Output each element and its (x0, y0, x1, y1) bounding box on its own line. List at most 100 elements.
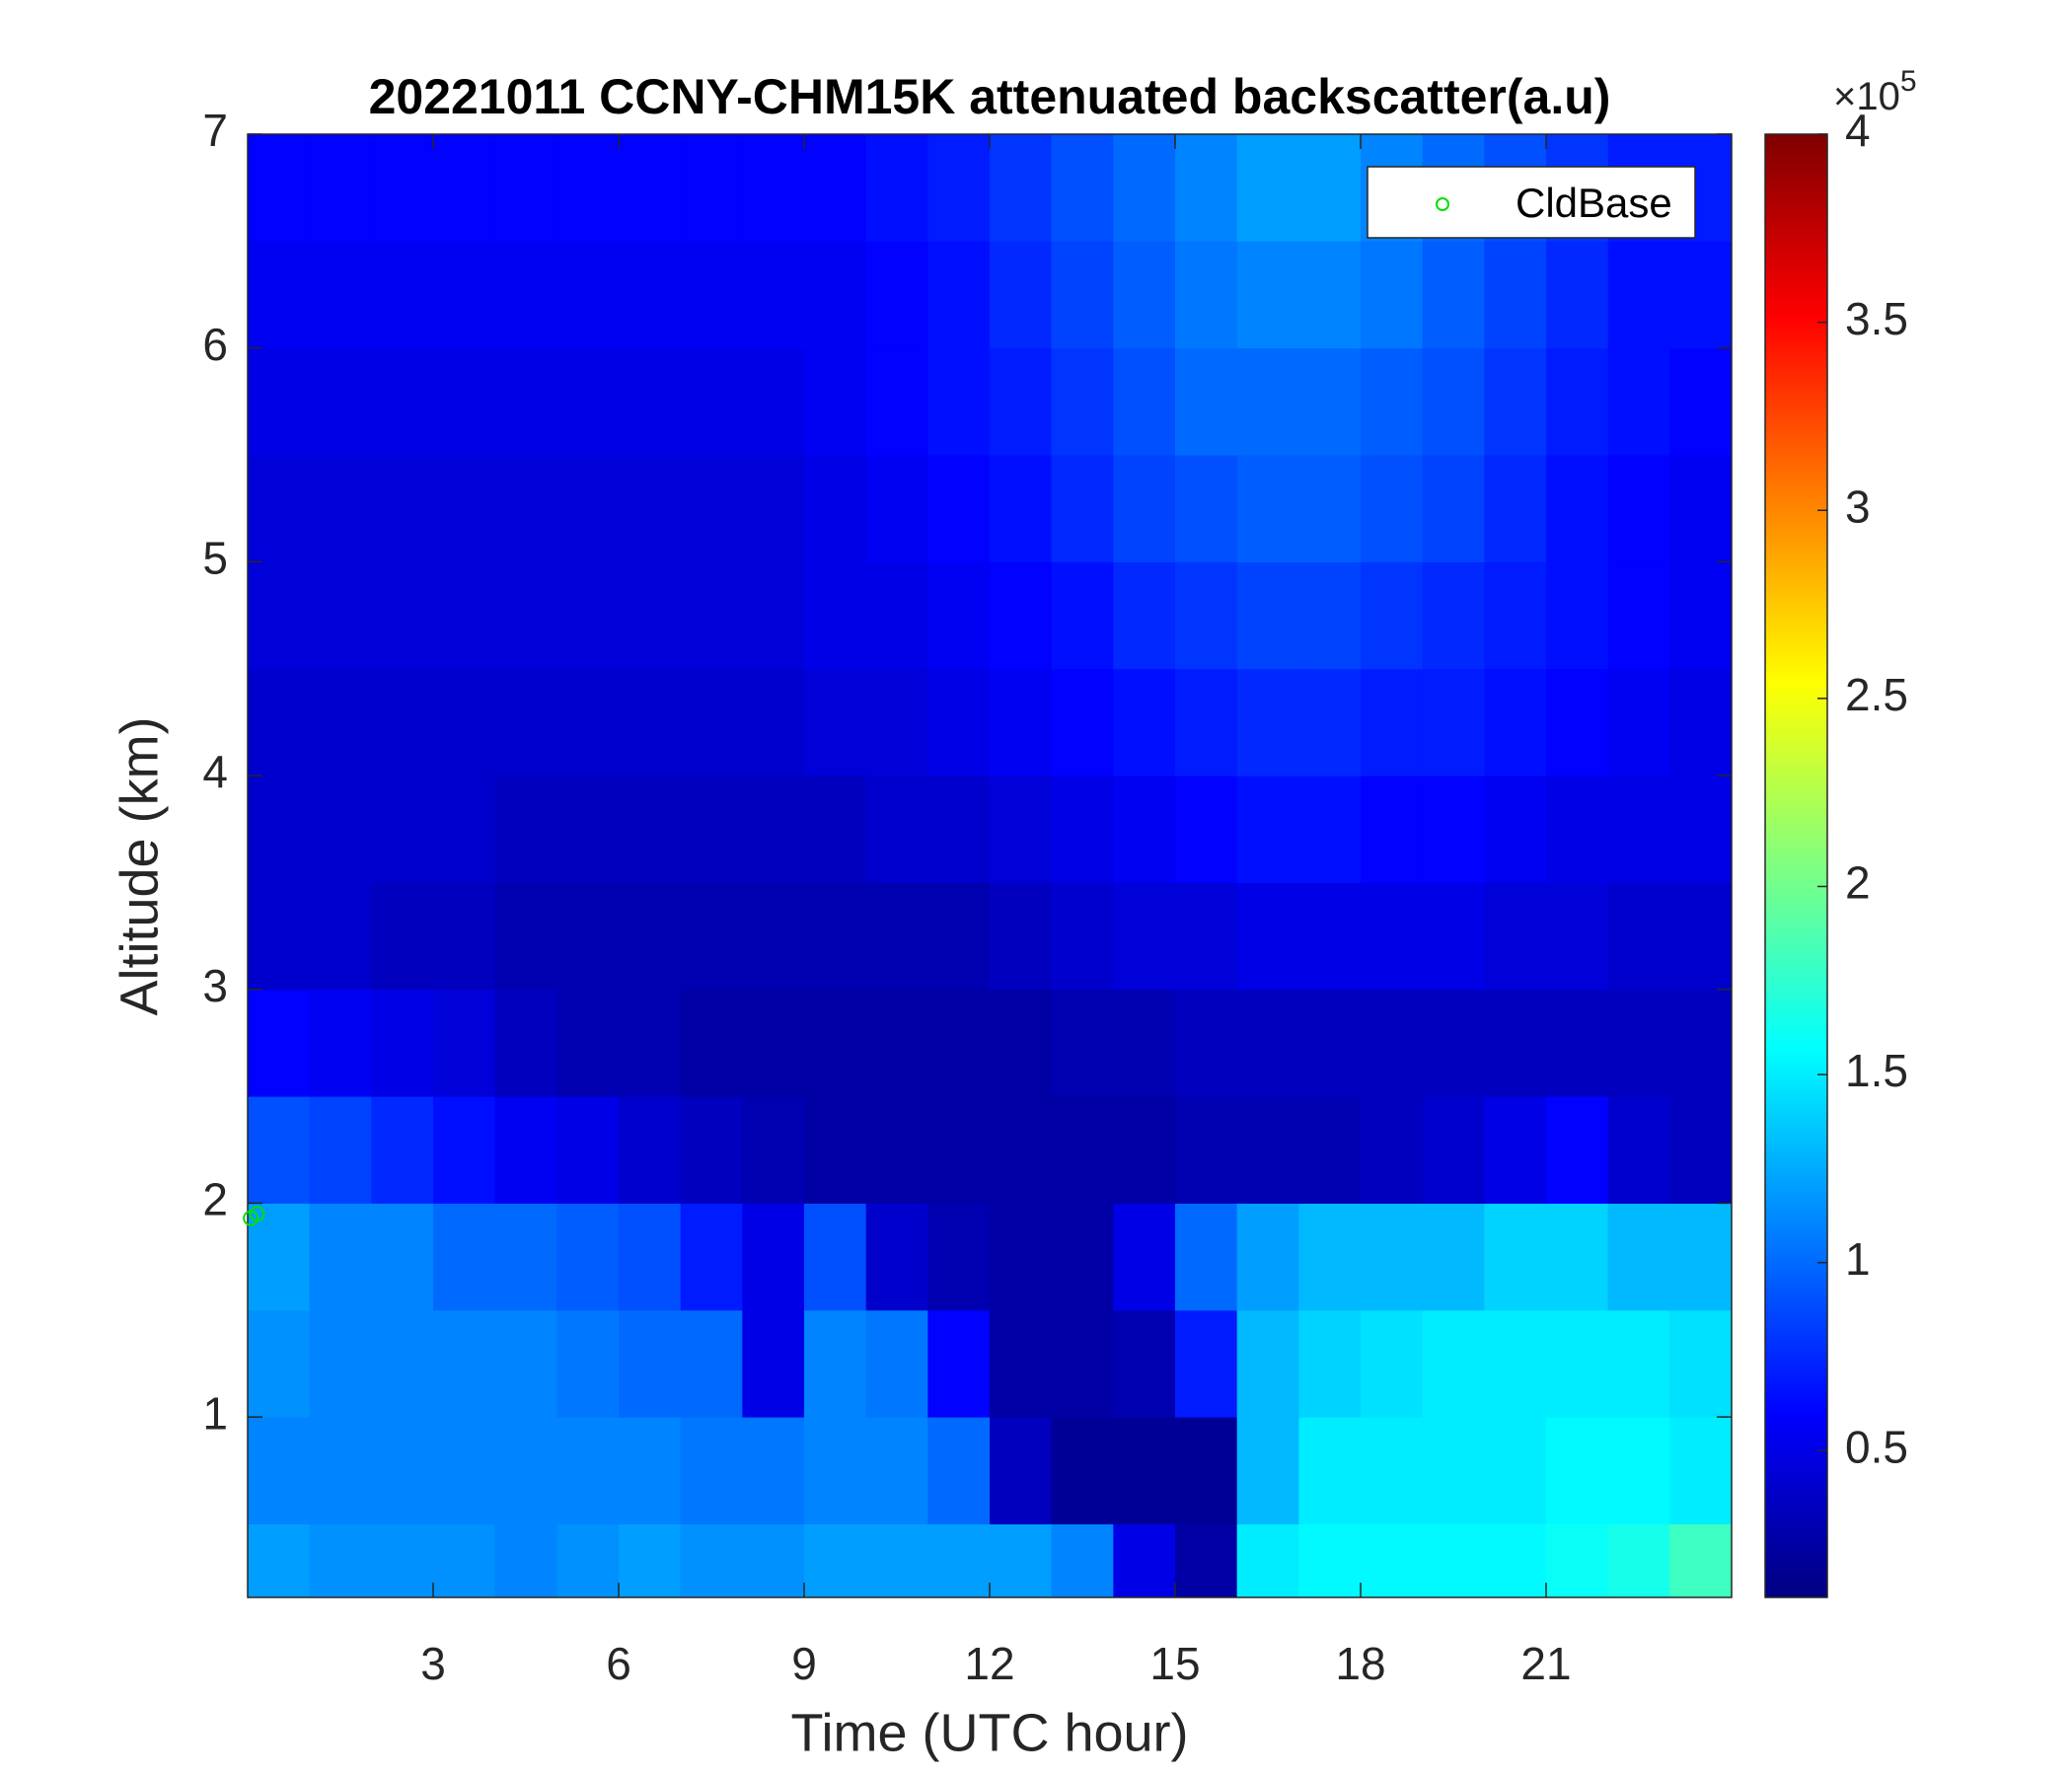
heatmap-cell (1051, 1203, 1114, 1311)
heatmap-cell (1175, 1096, 1238, 1204)
colorbar-tick-label: 2 (1845, 857, 1871, 909)
heatmap-cell (1669, 668, 1732, 777)
heatmap-cell (1236, 989, 1299, 1097)
heatmap-cell (927, 776, 991, 883)
heatmap-cell (556, 455, 620, 562)
heatmap-cell (990, 1096, 1053, 1204)
heatmap-cell (1051, 561, 1114, 670)
heatmap-cell (1546, 882, 1609, 991)
heatmap-cell (1484, 561, 1547, 670)
heatmap-cell (1361, 1203, 1424, 1311)
colorbar-tick-label: 4 (1845, 105, 1871, 156)
heatmap-cell (433, 1309, 496, 1418)
heatmap-cell (927, 455, 991, 562)
heatmap-cell (990, 347, 1053, 456)
heatmap-cell (494, 1309, 557, 1418)
heatmap-cell (433, 561, 496, 670)
y-tick-label: 4 (202, 746, 228, 797)
heatmap-cell (248, 1309, 311, 1418)
heatmap-cell (556, 561, 620, 670)
colorbar-tick-label: 2.5 (1845, 669, 1908, 720)
heatmap-cell (556, 241, 620, 349)
heatmap-cell (804, 668, 867, 777)
heatmap-cell (990, 241, 1053, 349)
heatmap-cell (990, 1203, 1053, 1311)
heatmap-cell (927, 882, 991, 991)
heatmap-cell (1113, 776, 1176, 883)
heatmap-cell (309, 1096, 372, 1204)
heatmap-cell (1175, 989, 1238, 1097)
heatmap-cell (248, 1417, 311, 1524)
heatmap-cell (1361, 1523, 1424, 1597)
heatmap-cell (1484, 1523, 1547, 1597)
heatmap-cell (1422, 776, 1485, 883)
heatmap-cell (556, 1309, 620, 1418)
heatmap-cell (556, 347, 620, 456)
heatmap-cell (1236, 347, 1299, 456)
heatmap-cell (865, 241, 928, 349)
heatmap-cell (742, 134, 805, 242)
heatmap-cell (1175, 347, 1238, 456)
heatmap-cell (927, 241, 991, 349)
heatmap-cell (865, 455, 928, 562)
heatmap-cell (680, 1096, 743, 1204)
heatmap-cell (865, 134, 928, 242)
heatmap-cell (1546, 776, 1609, 883)
legend-label: CldBase (1516, 180, 1672, 226)
heatmap-cell (990, 1309, 1053, 1418)
colorbar-multiplier: ×105 (1833, 65, 1917, 118)
heatmap-cell (1298, 989, 1362, 1097)
heatmap-cell (927, 1523, 991, 1597)
heatmap-cell (556, 1203, 620, 1311)
heatmap-cell (865, 347, 928, 456)
heatmap-cell (433, 241, 496, 349)
heatmap-cell (1669, 455, 1732, 562)
colorbar-tick-label: 1.5 (1845, 1045, 1908, 1096)
heatmap-cell (619, 1203, 682, 1311)
heatmap-cell (1546, 455, 1609, 562)
heatmap-cell (619, 668, 682, 777)
heatmap-cell (371, 776, 434, 883)
heatmap-cell (742, 1096, 805, 1204)
heatmap-cell (371, 1203, 434, 1311)
heatmap-cell (1175, 668, 1238, 777)
heatmap-cell (1236, 241, 1299, 349)
heatmap-cell (371, 134, 434, 242)
heatmap-cell (494, 455, 557, 562)
heatmap-cell (309, 455, 372, 562)
y-axis-label: Altitude (km) (110, 716, 169, 1015)
heatmap-cell (990, 989, 1053, 1097)
heatmap-cell (1546, 561, 1609, 670)
heatmap-cell (804, 1309, 867, 1418)
heatmap-cell (309, 882, 372, 991)
heatmap-cell (1236, 1309, 1299, 1418)
heatmap-cell (1484, 668, 1547, 777)
heatmap-cell (865, 776, 928, 883)
heatmap-cell (927, 989, 991, 1097)
heatmap-cell (1298, 241, 1362, 349)
heatmap-cell (1298, 776, 1362, 883)
heatmap-cell (619, 1417, 682, 1524)
heatmap-cell (1546, 1096, 1609, 1204)
heatmap-cell (1113, 561, 1176, 670)
heatmap-cell (1546, 1203, 1609, 1311)
heatmap-cell (1113, 455, 1176, 562)
heatmap-cell (248, 1203, 311, 1311)
heatmap-cell (1607, 1203, 1670, 1311)
heatmap-cell (494, 241, 557, 349)
heatmap-cell (927, 561, 991, 670)
x-tick-label: 18 (1335, 1638, 1385, 1689)
heatmap-cell (1051, 241, 1114, 349)
heatmap-cell (927, 1309, 991, 1418)
heatmap-cell (1484, 347, 1547, 456)
heatmap-cell (1175, 134, 1238, 242)
heatmap-cell (1175, 1523, 1238, 1597)
heatmap-cell (1113, 347, 1176, 456)
heatmap-cell (1051, 1309, 1114, 1418)
heatmap-cell (1607, 882, 1670, 991)
heatmap-cell (309, 134, 372, 242)
heatmap-cell (990, 455, 1053, 562)
heatmap-cell (619, 1309, 682, 1418)
heatmap-cell (804, 882, 867, 991)
heatmap-cell (1361, 1096, 1424, 1204)
